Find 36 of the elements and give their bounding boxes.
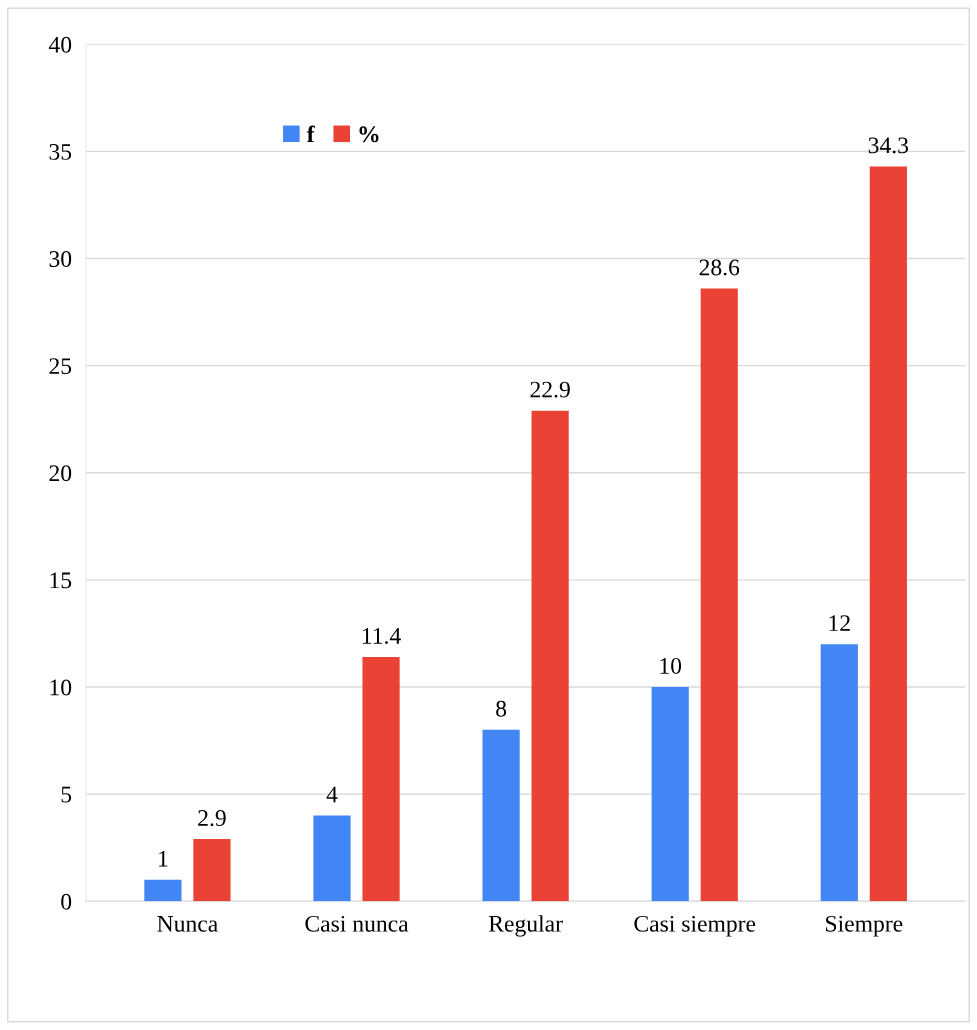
bar bbox=[362, 657, 400, 902]
y-tick-label: 10 bbox=[50, 679, 72, 696]
y-tick-label: 40 bbox=[48, 36, 72, 53]
x-tick-label: Siempre bbox=[826, 915, 903, 937]
bar bbox=[193, 839, 231, 902]
x-tick-label: Casi siempre bbox=[634, 915, 756, 937]
y-tick-label: 30 bbox=[49, 251, 72, 267]
data-label: 12 bbox=[829, 615, 850, 631]
y-tick-label: 0 bbox=[61, 893, 72, 910]
data-label: 1 bbox=[159, 850, 168, 867]
data-label: 11.4 bbox=[362, 628, 401, 644]
bar bbox=[869, 166, 907, 902]
bar bbox=[144, 879, 182, 902]
y-tick-label: 20 bbox=[49, 465, 72, 482]
bar bbox=[313, 815, 351, 902]
data-label: 10 bbox=[660, 657, 682, 674]
bar bbox=[482, 729, 520, 902]
legend-label: f bbox=[306, 125, 315, 143]
data-label: 8 bbox=[496, 700, 507, 717]
data-label: 28.6 bbox=[699, 259, 740, 276]
x-tick-label: Casi nunca bbox=[305, 915, 409, 932]
x-tick-label: Nunca bbox=[157, 916, 218, 932]
legend-label: % bbox=[359, 126, 379, 143]
bar bbox=[700, 288, 738, 902]
x-tick-label: Regular bbox=[488, 915, 563, 937]
bar bbox=[651, 687, 689, 902]
bar bbox=[531, 410, 569, 902]
data-label: 22.9 bbox=[530, 381, 570, 398]
data-label: 2.9 bbox=[198, 810, 226, 827]
y-tick-label: 15 bbox=[50, 572, 72, 589]
y-tick-label: 25 bbox=[49, 358, 72, 375]
data-label: 4 bbox=[326, 786, 338, 803]
data-label: 34.3 bbox=[868, 137, 909, 154]
y-tick-label: 5 bbox=[61, 786, 72, 803]
bar bbox=[820, 644, 858, 902]
y-tick-label: 35 bbox=[49, 143, 72, 160]
